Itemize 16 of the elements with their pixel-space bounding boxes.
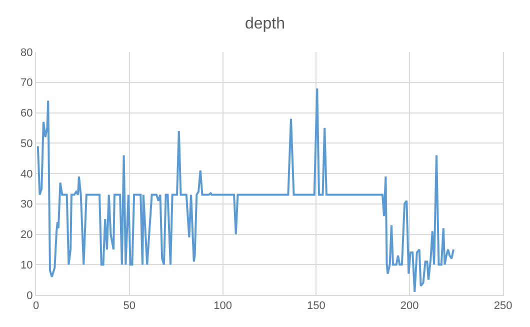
y-tick-label: 50	[20, 138, 33, 150]
y-tick-label: 0	[26, 290, 33, 302]
y-tick-label: 20	[20, 229, 33, 242]
y-tick-label: 80	[20, 46, 33, 59]
x-tick-label: 150	[307, 300, 326, 312]
y-tick-label: 10	[20, 259, 33, 272]
y-tick-label: 40	[20, 168, 33, 180]
x-tick-label: 100	[214, 300, 232, 312]
line-series	[36, 87, 454, 293]
chart-title: depth	[244, 15, 286, 32]
x-tick-label: 200	[400, 300, 419, 312]
x-tick-label: 250	[494, 300, 512, 312]
x-tick-label: 50	[123, 300, 136, 312]
y-tick-label: 60	[20, 108, 33, 120]
y-tick-label: 30	[20, 198, 33, 211]
y-tick-label: 70	[20, 77, 33, 90]
